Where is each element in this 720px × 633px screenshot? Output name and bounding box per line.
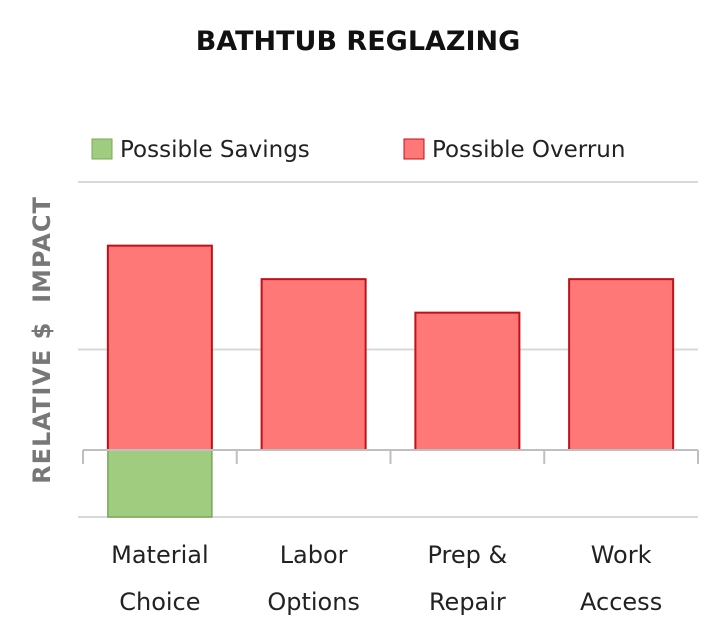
category-label: Prep & Repair xyxy=(428,541,508,616)
category-label-line: Material xyxy=(111,541,209,569)
bar-overrun xyxy=(414,311,521,451)
bar-savings xyxy=(107,449,213,518)
category-label-line: Choice xyxy=(119,588,200,616)
bar-overrun xyxy=(260,278,367,451)
bar-overrun xyxy=(106,244,213,451)
category-label: Work Access xyxy=(580,541,662,616)
legend-swatch-overrun xyxy=(403,138,425,160)
category-label-line: Access xyxy=(580,588,662,616)
y-axis-label: RELATIVE $ IMPACT xyxy=(28,196,56,484)
category-label-line: Prep & xyxy=(428,541,508,569)
category-label-line: Labor xyxy=(280,541,348,569)
bar-overrun xyxy=(568,278,675,451)
chart-title: BATHTUB REGLAZING xyxy=(196,26,521,57)
category-label-line: Repair xyxy=(429,588,506,616)
category-label: Labor Options xyxy=(267,541,360,616)
legend-label-overrun: Possible Overrun xyxy=(432,137,625,163)
legend: Possible Savings Possible Overrun xyxy=(91,137,625,163)
category-label-line: Options xyxy=(267,588,360,616)
category-label-line: Work xyxy=(591,541,652,569)
category-label: Material Choice xyxy=(111,541,209,616)
legend-label-savings: Possible Savings xyxy=(120,137,310,163)
legend-swatch-savings xyxy=(91,138,113,160)
